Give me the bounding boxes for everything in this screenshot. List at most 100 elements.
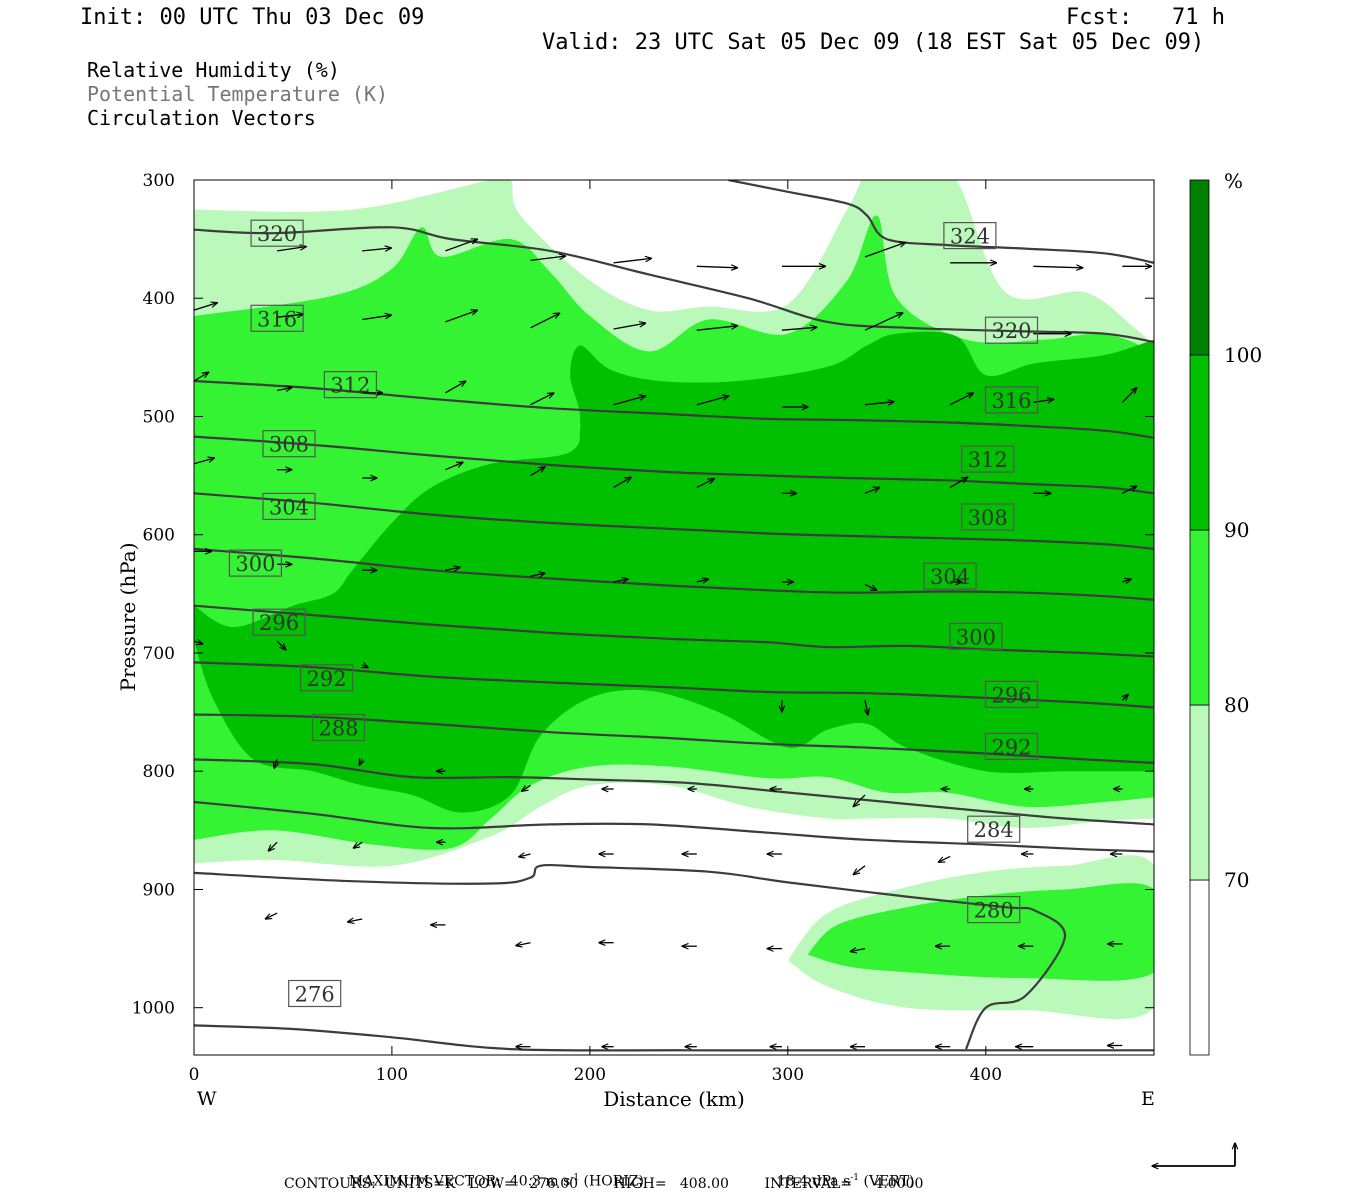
theta-label-308-3: 308	[262, 430, 316, 458]
colorbar-segment-4	[1189, 179, 1210, 356]
vector-16	[613, 323, 646, 330]
vector-3	[445, 239, 477, 252]
colorbar-unit: %	[1224, 169, 1243, 193]
theta-label-text: 288	[318, 717, 358, 741]
theta-label-text: 292	[307, 667, 347, 691]
vector-50	[613, 579, 629, 582]
rh-region-90-2	[577, 422, 828, 583]
theta-label-text: 308	[968, 506, 1008, 530]
theta-label-296-6: 296	[252, 608, 306, 636]
theta-label-box	[984, 732, 1039, 761]
theta-label-300-5: 300	[228, 549, 282, 577]
theta-label-320-13: 320	[984, 316, 1039, 344]
vector-4	[530, 256, 566, 262]
vector-74	[354, 841, 363, 848]
colorbar-segment-1	[1189, 704, 1210, 881]
theta-contour-300	[194, 604, 1154, 658]
theta-label-box	[949, 622, 1003, 651]
vector-48	[445, 567, 460, 570]
theta-contour-324	[728, 180, 1154, 264]
vector-84	[266, 912, 278, 919]
legend-theta: Potential Temperature (K)	[87, 82, 389, 106]
vector-30	[949, 393, 973, 406]
colorbar-level-80: 80	[1224, 693, 1249, 717]
reference-vector-icon	[1152, 1143, 1235, 1166]
theta-label-box	[262, 492, 316, 520]
theta-label-text: 296	[259, 611, 299, 635]
theta-contour-280	[194, 863, 1067, 1050]
max-vector-horiz-value: MAXIMUM VECTOR: 40.3 m s	[348, 1173, 571, 1190]
vector-42	[949, 477, 967, 488]
max-vector-vert-tag: (VERT)	[859, 1173, 915, 1190]
y-tick-label-800: 800	[143, 762, 175, 782]
rh-region-90-3	[946, 407, 1154, 569]
theta-label-296-19: 296	[984, 680, 1039, 709]
vector-91	[851, 949, 866, 952]
theta-label-box	[961, 445, 1015, 473]
theta-label-box	[300, 664, 354, 692]
vector-19	[864, 313, 903, 331]
vector-2	[362, 248, 391, 251]
rh-region-80-1	[807, 883, 1154, 981]
x-tick-label-400: 400	[970, 1065, 1002, 1085]
vector-27	[696, 396, 729, 406]
max-vector-vert-info: 18.4 dPa s-1 (VERT)	[768, 1157, 914, 1190]
vector-25	[530, 393, 554, 406]
vector-41	[864, 488, 880, 494]
theta-contour-292	[194, 713, 1154, 764]
vector-62	[274, 759, 277, 768]
vector-80	[853, 865, 866, 875]
rh-band-90	[194, 331, 1154, 813]
theta-label-box	[228, 549, 282, 577]
theta-contour-320	[194, 226, 1154, 344]
theta-label-box	[984, 680, 1039, 709]
theta-label-316-14: 316	[984, 386, 1039, 414]
theta-contour-304	[194, 547, 1154, 601]
vector-57	[276, 640, 286, 650]
colorbar-level-90: 90	[1224, 518, 1249, 542]
x-tick-label-100: 100	[376, 1065, 408, 1085]
vector-0	[194, 303, 217, 311]
vector-76	[519, 854, 531, 857]
colorbar-segment-3	[1189, 354, 1210, 531]
init-time: Init: 00 UTC Thu 03 Dec 09	[80, 5, 425, 30]
theta-contour-layer	[194, 180, 1154, 1052]
theta-label-text: 292	[991, 735, 1031, 759]
vector-87	[516, 943, 531, 946]
max-vector-horiz-tag: (HORIZ)	[579, 1173, 644, 1190]
theta-label-box	[967, 815, 1021, 843]
vector-12	[277, 314, 303, 317]
vector-5	[613, 258, 652, 264]
theta-label-text: 300	[235, 552, 275, 576]
vector-8	[864, 242, 906, 258]
vector-63	[359, 759, 362, 765]
colorbar: 70 80 90 100	[1189, 179, 1262, 1056]
plot-area: 320 316 312 308 304 300 296 292 288 284 280 276 324 3…	[194, 180, 1154, 1055]
theta-label-box	[961, 503, 1015, 531]
theta-label-box	[250, 304, 304, 332]
theta-label-text: 280	[974, 899, 1014, 923]
y-tick-label-600: 600	[143, 526, 175, 546]
vector-44	[1122, 486, 1137, 494]
legend-rh: Relative Humidity (%)	[87, 58, 340, 82]
y-tick-label-500: 500	[143, 408, 175, 428]
vector-26	[613, 396, 646, 406]
theta-contour-308	[194, 492, 1154, 550]
theta-label-276-11: 276	[288, 979, 342, 1008]
theta-label-box	[311, 713, 366, 742]
x-tick-label-200: 200	[574, 1065, 606, 1085]
theta-label-text: 304	[269, 495, 309, 519]
theta-label-284-9: 284	[967, 815, 1021, 843]
vector-38	[613, 477, 631, 488]
theta-label-316-1: 316	[250, 304, 304, 332]
forecast-hour: Fcst: 71 h	[1066, 5, 1225, 30]
theta-label-320-0: 320	[250, 219, 304, 247]
theta-label-box	[967, 895, 1021, 924]
contour-info: CONTOURS: UNITS=K LOW= 276.00 HIGH= 408.…	[284, 1176, 924, 1192]
theta-contour-284	[194, 800, 1154, 853]
theta-label-text: 320	[257, 222, 297, 246]
colorbar-segment-2	[1189, 529, 1210, 706]
y-axis-label: Pressure (hPa)	[116, 543, 140, 692]
theta-label-box	[943, 222, 997, 250]
